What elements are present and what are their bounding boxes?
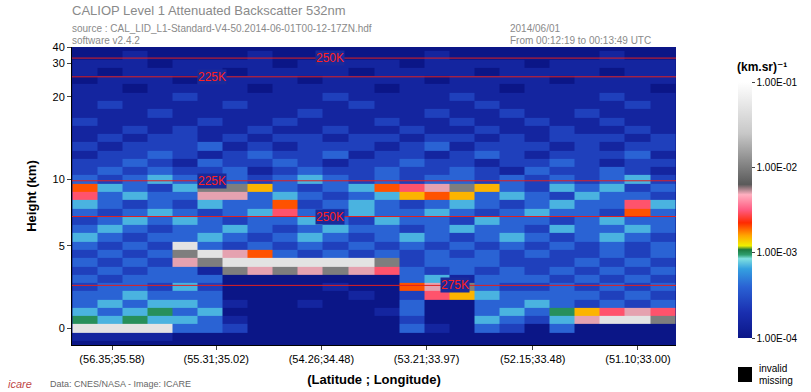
svg-text:(55.31;35.02): (55.31;35.02) [184, 353, 249, 365]
svg-text:(53.21;33.97): (53.21;33.97) [394, 353, 459, 365]
svg-text:(56.35;35.58): (56.35;35.58) [79, 353, 144, 365]
svg-text:(54.26;34.48): (54.26;34.48) [289, 353, 354, 365]
svg-text:source : CAL_LID_L1-Standard-V: source : CAL_LID_L1-Standard-V4-50.2014-… [72, 23, 372, 34]
svg-text:software v2.4.2: software v2.4.2 [72, 35, 140, 46]
svg-text:(51.10;33.00): (51.10;33.00) [605, 353, 670, 365]
svg-text:(52.15;33.48): (52.15;33.48) [500, 353, 565, 365]
svg-text:225K: 225K [198, 70, 226, 84]
svg-text:invalid: invalid [759, 363, 787, 374]
svg-text:275K: 275K [441, 278, 469, 292]
svg-text:(km.sr)⁻¹: (km.sr)⁻¹ [737, 60, 787, 74]
svg-text:2014/06/01: 2014/06/01 [510, 23, 560, 34]
svg-text:30: 30 [53, 57, 65, 69]
svg-text:250K: 250K [316, 210, 344, 224]
svg-text:5: 5 [59, 240, 65, 252]
svg-text:250K: 250K [316, 51, 344, 65]
svg-text:1.00E-04: 1.00E-04 [757, 333, 798, 344]
svg-text:(Latitude ; Longitude): (Latitude ; Longitude) [307, 372, 441, 387]
svg-text:missing: missing [759, 375, 793, 386]
svg-text:Data: CNES/NASA - Image: ICARE: Data: CNES/NASA - Image: ICARE [50, 379, 191, 389]
svg-text:1.00E-01: 1.00E-01 [757, 77, 798, 88]
svg-text:CALIOP Level 1 Attenuated Back: CALIOP Level 1 Attenuated Backscatter 53… [72, 3, 346, 18]
svg-text:10: 10 [53, 173, 65, 185]
svg-text:20: 20 [53, 91, 65, 103]
svg-text:From 00:12:19 to 00:13:49 UTC: From 00:12:19 to 00:13:49 UTC [510, 35, 651, 46]
svg-text:40: 40 [53, 41, 65, 53]
svg-text:1.00E-03: 1.00E-03 [757, 247, 798, 258]
svg-text:225K: 225K [198, 174, 226, 188]
svg-text:1.00E-02: 1.00E-02 [757, 162, 798, 173]
svg-text:Height (km): Height (km) [24, 160, 39, 232]
svg-text:icare: icare [8, 378, 32, 390]
svg-text:0: 0 [59, 322, 65, 334]
